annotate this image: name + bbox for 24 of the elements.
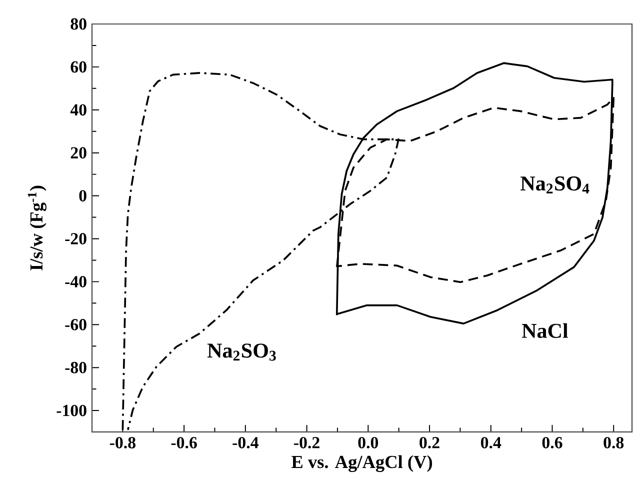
x-tick-label: -0.4 <box>232 436 258 448</box>
y-axis-title: I/s/w (Fg$^{-1}$) <box>28 186 46 270</box>
x-tick-label: -0.6 <box>171 436 197 448</box>
x-tick-label: 0.0 <box>358 436 378 448</box>
y-tick-label: -80 <box>65 362 86 374</box>
x-tick-label: 0.6 <box>542 436 562 448</box>
y-tick-label: -20 <box>65 233 86 244</box>
x-tick-label: 0.4 <box>480 436 502 448</box>
y-tick-label: 60 <box>70 61 86 73</box>
y-tick-label: -60 <box>65 318 86 330</box>
y-tick-label: 80 <box>70 18 86 30</box>
y-tick-label: 0 <box>79 190 86 202</box>
y-tick-label: -40 <box>65 276 86 288</box>
x-axis-title: E vs. Ag/AgCl (V) <box>291 455 432 472</box>
x-tick-label: -0.8 <box>110 436 136 448</box>
x-tick-label: 0.8 <box>604 436 624 448</box>
y-tick-label: 40 <box>70 104 86 116</box>
y-tick-label: -100 <box>56 404 86 416</box>
x-tick-label: 0.2 <box>420 436 440 448</box>
y-tick-label: 20 <box>70 147 86 159</box>
x-tick-label: -0.2 <box>294 436 320 448</box>
series-label: NaCl <box>522 323 568 338</box>
series-label: Na$_{2}$SO$_{3}$ <box>207 344 276 361</box>
series-label: Na$_{2}$SO$_{4}$ <box>520 176 590 194</box>
